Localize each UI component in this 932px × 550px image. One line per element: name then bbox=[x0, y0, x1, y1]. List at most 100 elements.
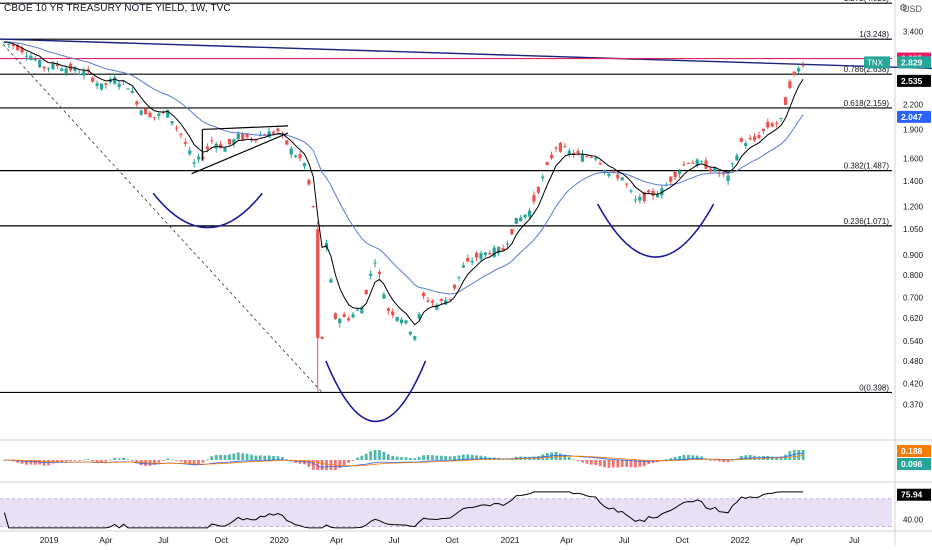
x-tick-label: Apr bbox=[99, 535, 112, 545]
fib-level-label: 0(0.398) bbox=[859, 383, 889, 392]
macd-histogram-bar bbox=[589, 460, 593, 465]
candle-body bbox=[60, 68, 64, 71]
candle-body bbox=[704, 160, 708, 169]
candle-body bbox=[139, 110, 143, 115]
x-tick-label: 2020 bbox=[270, 535, 289, 545]
macd-histogram-bar bbox=[422, 455, 426, 460]
macd-histogram-bar bbox=[104, 460, 108, 462]
candle-body bbox=[241, 133, 245, 140]
macd-histogram-bar bbox=[157, 460, 161, 463]
x-tick-label: Oct bbox=[445, 535, 459, 545]
candle-body bbox=[642, 192, 646, 202]
macd-value-label: 0.096 bbox=[901, 459, 923, 469]
candle-body bbox=[289, 148, 293, 155]
y-tick-label: 0.370 bbox=[903, 401, 924, 410]
rsi-value-label: 75.94 bbox=[901, 490, 923, 500]
fib-anchor-dashed-line bbox=[2, 44, 323, 393]
candle-body bbox=[192, 162, 196, 164]
macd-histogram-bar bbox=[303, 460, 306, 465]
fib-level-label: 0.382(1.487) bbox=[844, 162, 890, 171]
macd-histogram-bar bbox=[567, 456, 571, 460]
macd-histogram-bar bbox=[214, 455, 218, 460]
candle-body bbox=[258, 135, 262, 137]
macd-histogram-bar bbox=[311, 460, 315, 470]
candle-body bbox=[408, 331, 412, 335]
macd-histogram-bar bbox=[563, 454, 567, 460]
rsi-value-badge bbox=[897, 488, 931, 501]
y-tick-label: 1.050 bbox=[903, 225, 924, 234]
currency-label[interactable]: USD bbox=[902, 4, 922, 14]
macd-histogram-bar bbox=[673, 457, 677, 460]
candle-body bbox=[245, 133, 249, 138]
fib-level-label: 0.236(1.071) bbox=[844, 217, 890, 226]
candle-body bbox=[417, 313, 421, 319]
candle-body bbox=[444, 300, 448, 305]
macd-histogram-bar bbox=[713, 460, 717, 461]
macd-histogram-bar bbox=[228, 454, 231, 460]
fib-level-label: 0.618(2.159) bbox=[844, 99, 890, 108]
y-tick-label: 0.480 bbox=[903, 357, 924, 366]
macd-histogram-bar bbox=[585, 460, 589, 464]
fib-level-label: 1.272(4.023) bbox=[844, 0, 890, 3]
candle-body bbox=[448, 298, 452, 300]
candle-body bbox=[532, 194, 536, 202]
candle-body bbox=[620, 177, 624, 181]
rsi-line bbox=[3, 491, 804, 529]
candle-body bbox=[752, 136, 757, 141]
candle-body bbox=[232, 139, 236, 145]
candle-body bbox=[382, 294, 386, 299]
macd-histogram-bar bbox=[629, 460, 633, 468]
macd-histogram-bar bbox=[435, 455, 439, 460]
macd-histogram-bar bbox=[726, 460, 730, 463]
candle-body bbox=[351, 314, 355, 318]
candle-body bbox=[377, 271, 382, 275]
macd-histogram-bar bbox=[161, 460, 165, 461]
candle-body bbox=[726, 175, 730, 182]
candle-body bbox=[470, 261, 474, 263]
macd-histogram-bar bbox=[386, 454, 390, 460]
macd-histogram-bar bbox=[739, 455, 743, 460]
macd-histogram-bar bbox=[364, 453, 368, 460]
macd-histogram-bar bbox=[682, 455, 686, 460]
candle-body bbox=[735, 155, 739, 161]
macd-histogram-bar bbox=[572, 459, 576, 461]
candle-body bbox=[51, 63, 55, 70]
right-shoulder-arc bbox=[596, 203, 715, 258]
candle-body bbox=[452, 284, 457, 289]
macd-histogram-bar bbox=[620, 460, 624, 467]
macd-histogram-bar bbox=[797, 450, 801, 460]
macd-histogram-bar bbox=[281, 457, 284, 460]
macd-histogram-bar bbox=[638, 460, 642, 467]
macd-histogram-bar bbox=[64, 460, 68, 462]
macd-histogram-bar bbox=[554, 451, 558, 460]
macd-histogram-bar bbox=[267, 455, 271, 460]
candle-body bbox=[541, 176, 545, 179]
macd-histogram-bar bbox=[338, 460, 342, 469]
macd-histogram-bar bbox=[86, 459, 90, 460]
macd-histogram-bar bbox=[506, 458, 509, 460]
macd-histogram-bar bbox=[325, 460, 328, 470]
candle-body bbox=[488, 252, 492, 255]
macd-histogram-bar bbox=[475, 455, 478, 460]
macd-histogram-bar bbox=[792, 450, 796, 460]
candle-body bbox=[797, 68, 801, 72]
candle-body bbox=[589, 157, 593, 159]
macd-value-badge bbox=[897, 458, 931, 470]
macd-histogram-bar bbox=[210, 456, 214, 460]
candle-body bbox=[483, 252, 487, 256]
y-tick-label: 0.540 bbox=[903, 337, 924, 346]
gear-icon[interactable]: ⚙ bbox=[899, 3, 908, 14]
candle-body bbox=[651, 190, 655, 196]
macd-histogram-bar bbox=[25, 460, 28, 465]
x-tick-label: Jul bbox=[389, 535, 400, 545]
candle-body bbox=[104, 83, 108, 85]
macd-histogram-bar bbox=[254, 455, 258, 460]
candle-body bbox=[422, 292, 426, 297]
macd-value-badge bbox=[897, 445, 931, 457]
x-tick-label: Jul bbox=[849, 535, 860, 545]
candle-body bbox=[430, 300, 435, 303]
candle-body bbox=[673, 171, 677, 178]
macd-histogram-bar bbox=[11, 460, 15, 462]
macd-histogram-bar bbox=[60, 460, 64, 463]
